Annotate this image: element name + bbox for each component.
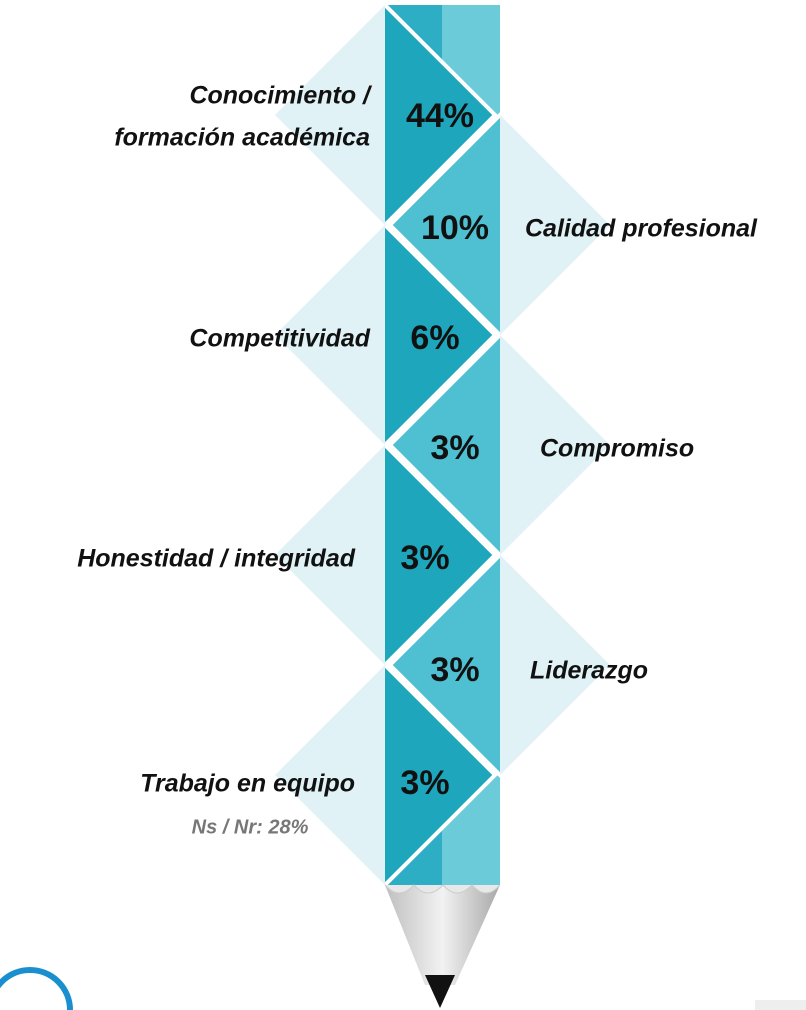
item-label: Liderazgo bbox=[530, 657, 648, 685]
item-label: Trabajo en equipo bbox=[140, 770, 355, 798]
item-label: Honestidad / integridad bbox=[77, 545, 356, 573]
corner-box bbox=[755, 1000, 806, 1010]
stripe-diamond bbox=[385, 5, 498, 228]
value-label: 44% bbox=[406, 97, 474, 135]
stripe-diamond bbox=[387, 552, 500, 778]
logo bbox=[0, 967, 73, 1010]
value-label: 6% bbox=[410, 319, 459, 357]
stripe-diamond bbox=[387, 112, 500, 338]
stripe-diamond bbox=[385, 222, 498, 448]
stripe-diamond bbox=[385, 662, 498, 885]
value-label: 3% bbox=[430, 651, 479, 689]
value-label: 3% bbox=[430, 429, 479, 467]
value-label: 3% bbox=[400, 764, 449, 802]
stripe-diamond bbox=[385, 442, 498, 668]
item-label: formación académica bbox=[114, 124, 370, 152]
stripe-diamond bbox=[387, 332, 500, 558]
value-label: 3% bbox=[400, 539, 449, 577]
item-label: Conocimiento / bbox=[189, 82, 373, 110]
note: Ns / Nr: 28% bbox=[192, 816, 309, 838]
item-label: Calidad profesional bbox=[525, 215, 758, 243]
pencil-tip bbox=[384, 884, 501, 1008]
item-label: Compromiso bbox=[540, 435, 694, 463]
diamond-pattern bbox=[275, 5, 610, 885]
item-label: Competitividad bbox=[189, 325, 370, 353]
value-label: 10% bbox=[421, 209, 489, 247]
stripe-diamonds bbox=[385, 5, 500, 885]
